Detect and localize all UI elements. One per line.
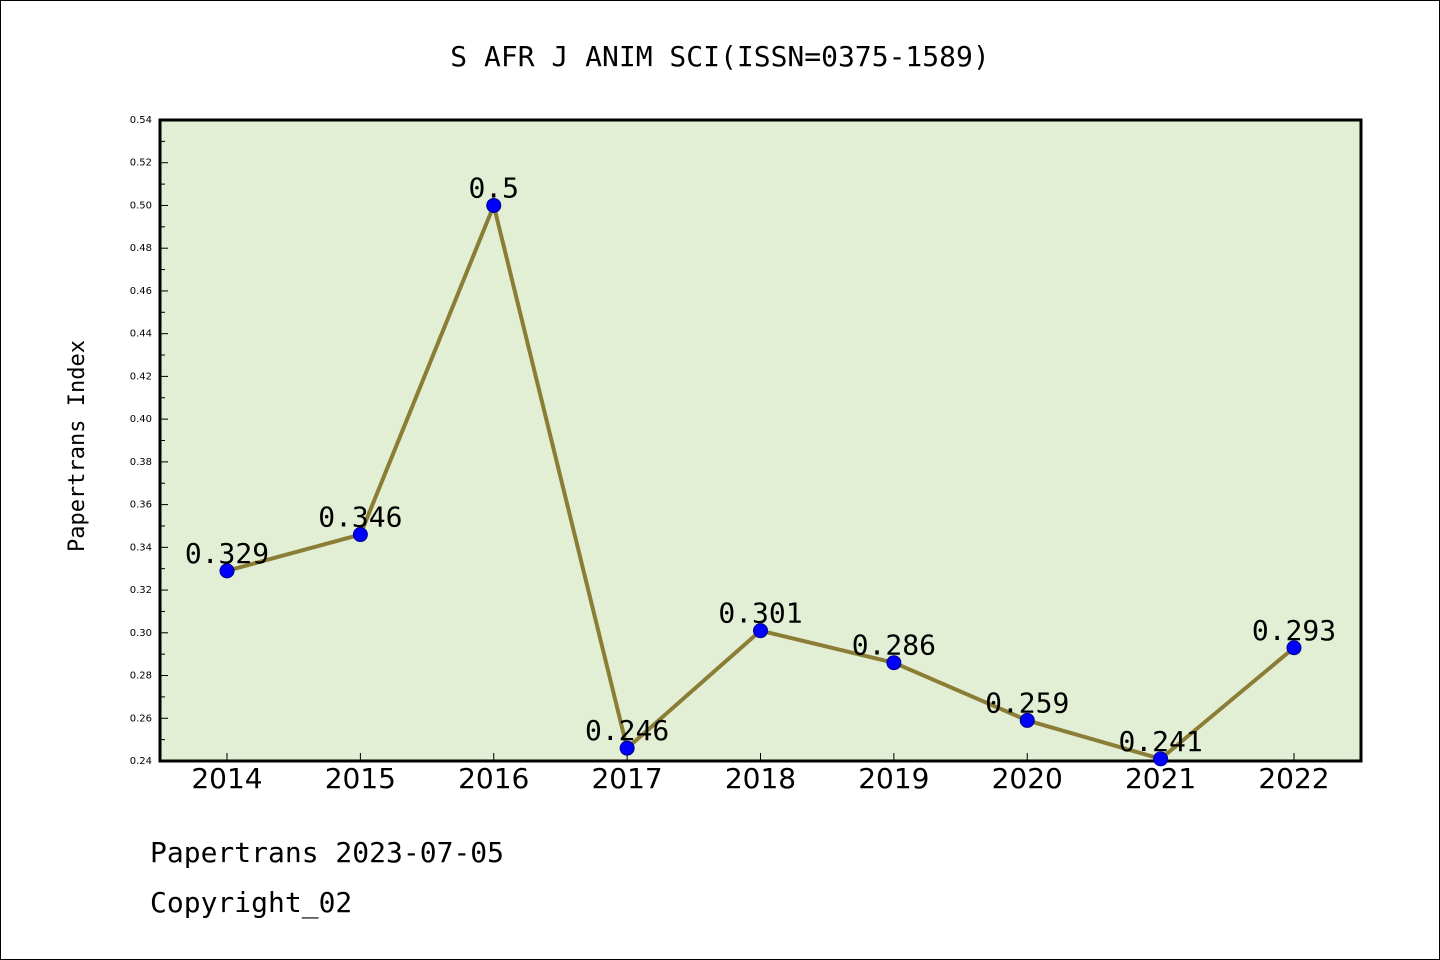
y-tick-label: 0.54 — [130, 115, 152, 126]
data-label: 0.293 — [1252, 614, 1336, 647]
data-label: 0.329 — [185, 537, 269, 570]
y-axis-label: Papertrans Index — [65, 340, 90, 552]
x-tick-label: 2018 — [725, 762, 796, 795]
y-tick-label: 0.44 — [130, 329, 152, 340]
data-label: 0.301 — [718, 597, 802, 630]
y-tick-label: 0.26 — [130, 713, 152, 724]
y-tick-label: 0.32 — [130, 585, 152, 596]
data-label: 0.286 — [852, 629, 936, 662]
x-axis: 2014 2015 2016 2017 2018 2019 2020 2021 2022 — [191, 753, 1330, 795]
y-tick-label: 0.48 — [130, 243, 152, 254]
footer-date-text: Papertrans 2023-07-05 — [150, 836, 505, 869]
x-tick-label: 2017 — [591, 762, 662, 795]
plot-area — [158, 118, 1363, 763]
x-tick-label: 2020 — [992, 762, 1063, 795]
data-point — [352, 527, 368, 543]
x-tick-label: 2021 — [1125, 762, 1196, 795]
x-tick-label: 2019 — [858, 762, 929, 795]
footer-copyright-text: Copyright_02 — [150, 886, 353, 919]
y-tick-label: 0.30 — [130, 628, 152, 639]
y-axis: 0.24 0.26 0.28 0.30 0.32 0.34 0.36 0.38 0.40 0.42… — [130, 115, 168, 767]
y-tick-label: 0.28 — [130, 671, 152, 682]
y-tick-label: 0.36 — [130, 500, 152, 511]
series-group — [219, 197, 1302, 767]
y-tick-label: 0.50 — [130, 200, 152, 211]
data-labels: 0.329 0.346 0.5 0.246 0.301 0.286 0.259 0.241 0.… — [185, 171, 1336, 757]
y-tick-label: 0.40 — [130, 414, 152, 425]
x-tick-label: 2022 — [1258, 762, 1329, 795]
data-point — [1019, 712, 1035, 728]
x-tick-label: 2016 — [458, 762, 529, 795]
data-point — [486, 197, 502, 213]
chart-title: S AFR J ANIM SCI(ISSN=0375-1589) — [450, 40, 989, 73]
data-label: 0.241 — [1118, 725, 1202, 758]
data-point — [619, 740, 635, 756]
y-tick-label: 0.42 — [130, 371, 152, 382]
y-tick-label: 0.24 — [130, 756, 152, 767]
y-tick-label: 0.46 — [130, 286, 152, 297]
data-point — [886, 655, 902, 671]
y-tick-label: 0.34 — [130, 542, 152, 553]
data-point — [1286, 640, 1302, 656]
x-tick-label: 2015 — [325, 762, 396, 795]
data-point — [753, 623, 768, 639]
data-label: 0.346 — [318, 501, 402, 534]
data-point — [219, 563, 235, 579]
data-label: 0.259 — [985, 686, 1069, 719]
data-label: 0.246 — [585, 714, 669, 747]
y-tick-label: 0.38 — [130, 457, 152, 468]
x-tick-label: 2014 — [191, 762, 262, 795]
data-point — [1153, 751, 1169, 767]
y-tick-label: 0.52 — [130, 158, 152, 169]
data-label: 0.5 — [468, 171, 519, 204]
